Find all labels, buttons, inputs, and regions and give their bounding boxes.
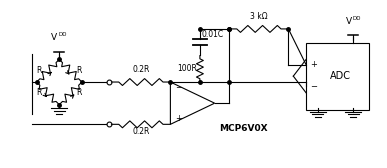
Text: 0.2R: 0.2R bbox=[132, 127, 149, 136]
Text: V: V bbox=[346, 17, 353, 26]
Text: +: + bbox=[310, 60, 317, 69]
Text: R: R bbox=[76, 88, 82, 97]
Text: 100R: 100R bbox=[177, 64, 197, 73]
Text: −: − bbox=[310, 82, 317, 91]
Text: V: V bbox=[51, 33, 57, 42]
Text: R: R bbox=[36, 66, 41, 75]
Text: +: + bbox=[175, 114, 182, 123]
Text: 0.01C: 0.01C bbox=[202, 30, 224, 39]
Text: DD: DD bbox=[59, 32, 67, 37]
Text: MCP6V0X: MCP6V0X bbox=[219, 124, 268, 133]
Text: 0.2R: 0.2R bbox=[132, 65, 149, 74]
Text: 3 kΩ: 3 kΩ bbox=[250, 12, 268, 21]
Text: DD: DD bbox=[353, 16, 361, 21]
Text: R: R bbox=[36, 88, 41, 97]
Text: ADC: ADC bbox=[330, 71, 351, 81]
Text: −: − bbox=[175, 83, 182, 92]
Text: R: R bbox=[76, 66, 82, 75]
